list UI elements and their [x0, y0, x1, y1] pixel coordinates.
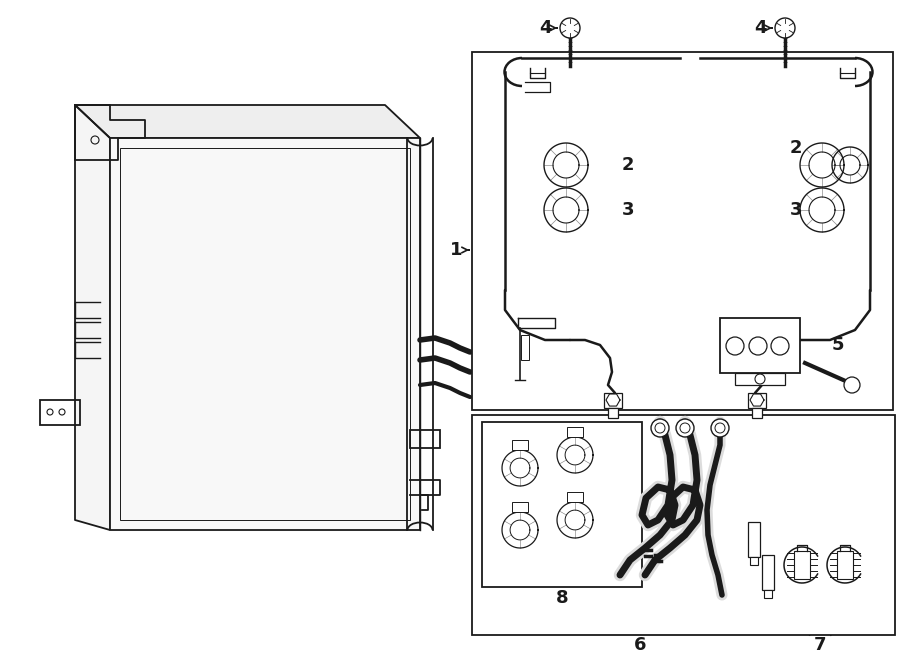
- Text: 6: 6: [634, 636, 646, 654]
- Bar: [567, 427, 583, 437]
- Circle shape: [775, 18, 795, 38]
- Circle shape: [655, 423, 665, 433]
- Text: 2: 2: [622, 156, 634, 174]
- Bar: [40, 400, 80, 425]
- Circle shape: [680, 423, 690, 433]
- Bar: [748, 522, 760, 557]
- Polygon shape: [110, 138, 420, 530]
- Polygon shape: [75, 105, 420, 138]
- Text: 3: 3: [790, 201, 802, 219]
- Text: 5: 5: [832, 336, 844, 354]
- Text: 4: 4: [539, 19, 551, 37]
- Text: 1: 1: [450, 241, 463, 259]
- Circle shape: [711, 419, 729, 437]
- Text: 3: 3: [622, 201, 634, 219]
- Text: 2: 2: [790, 139, 802, 157]
- Circle shape: [715, 423, 725, 433]
- Bar: [512, 502, 528, 512]
- Bar: [120, 148, 410, 520]
- Circle shape: [844, 377, 860, 393]
- Circle shape: [560, 18, 580, 38]
- Bar: [410, 430, 440, 448]
- Text: 8: 8: [555, 589, 568, 607]
- Polygon shape: [75, 105, 110, 530]
- Bar: [608, 408, 618, 418]
- Text: 4: 4: [754, 19, 766, 37]
- Bar: [752, 408, 762, 418]
- Circle shape: [676, 419, 694, 437]
- Bar: [735, 373, 785, 385]
- Bar: [748, 393, 766, 408]
- Bar: [794, 551, 810, 579]
- Bar: [720, 318, 800, 373]
- Text: 7: 7: [814, 636, 826, 654]
- Bar: [764, 590, 772, 598]
- Bar: [567, 492, 583, 502]
- Bar: [472, 415, 895, 635]
- Bar: [521, 335, 529, 360]
- Circle shape: [651, 419, 669, 437]
- Bar: [472, 52, 893, 410]
- Bar: [837, 551, 853, 579]
- Bar: [762, 555, 774, 590]
- Bar: [604, 393, 622, 408]
- Bar: [512, 440, 528, 450]
- Bar: [750, 557, 758, 565]
- Bar: [482, 422, 642, 587]
